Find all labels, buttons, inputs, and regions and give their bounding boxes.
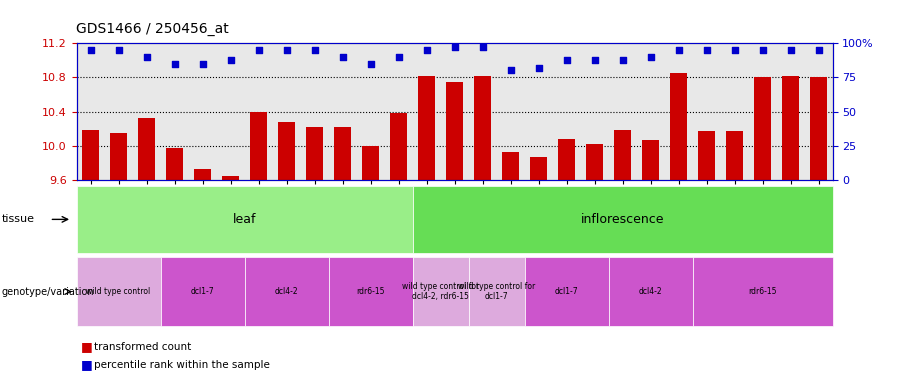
Point bbox=[588, 57, 602, 63]
Text: rdr6-15: rdr6-15 bbox=[356, 287, 385, 296]
Text: inflorescence: inflorescence bbox=[580, 213, 664, 226]
Point bbox=[223, 57, 238, 63]
Point bbox=[503, 68, 517, 74]
Text: wild type control for
dcl1-7: wild type control for dcl1-7 bbox=[458, 282, 536, 301]
Point bbox=[447, 44, 462, 50]
Text: tissue: tissue bbox=[2, 214, 35, 224]
Bar bbox=[502, 152, 519, 180]
Text: transformed count: transformed count bbox=[94, 342, 192, 352]
Point bbox=[531, 65, 545, 71]
Point bbox=[616, 57, 630, 63]
Bar bbox=[222, 176, 239, 180]
Bar bbox=[474, 76, 490, 180]
Point bbox=[112, 47, 126, 53]
Text: leaf: leaf bbox=[233, 213, 256, 226]
Bar bbox=[418, 76, 435, 180]
Bar bbox=[278, 122, 295, 180]
Text: GDS1466 / 250456_at: GDS1466 / 250456_at bbox=[76, 22, 230, 36]
Text: dcl4-2: dcl4-2 bbox=[274, 287, 298, 296]
Point bbox=[671, 47, 686, 53]
Text: dcl4-2: dcl4-2 bbox=[639, 287, 662, 296]
Point bbox=[755, 47, 770, 53]
Text: wild type control: wild type control bbox=[86, 287, 150, 296]
Bar bbox=[306, 127, 323, 180]
Bar bbox=[334, 127, 351, 180]
Point bbox=[140, 54, 154, 60]
Point bbox=[392, 54, 406, 60]
Text: rdr6-15: rdr6-15 bbox=[748, 287, 777, 296]
Point bbox=[699, 47, 714, 53]
Bar bbox=[446, 82, 463, 180]
Point bbox=[559, 57, 573, 63]
Point bbox=[336, 54, 350, 60]
Bar bbox=[390, 113, 407, 180]
Bar bbox=[250, 111, 267, 180]
Point bbox=[727, 47, 742, 53]
Text: dcl1-7: dcl1-7 bbox=[191, 287, 214, 296]
Point bbox=[419, 47, 434, 53]
Point bbox=[167, 61, 182, 67]
Bar bbox=[138, 117, 155, 180]
Bar bbox=[782, 76, 799, 180]
Bar bbox=[110, 133, 127, 180]
Bar bbox=[166, 148, 183, 180]
Point bbox=[364, 61, 378, 67]
Point bbox=[783, 47, 797, 53]
Bar bbox=[754, 77, 771, 180]
Bar bbox=[698, 131, 715, 180]
Text: ■: ■ bbox=[81, 340, 93, 353]
Bar bbox=[670, 73, 687, 180]
Bar bbox=[558, 139, 575, 180]
Point bbox=[811, 47, 825, 53]
Point bbox=[195, 61, 210, 67]
Point bbox=[84, 47, 98, 53]
Point bbox=[251, 47, 266, 53]
Bar bbox=[82, 130, 99, 180]
Bar bbox=[586, 144, 603, 180]
Text: wild type control for
dcl4-2, rdr6-15: wild type control for dcl4-2, rdr6-15 bbox=[402, 282, 479, 301]
Text: percentile rank within the sample: percentile rank within the sample bbox=[94, 360, 270, 369]
Bar bbox=[810, 77, 827, 180]
Bar bbox=[726, 131, 742, 180]
Text: ■: ■ bbox=[81, 358, 93, 371]
Bar bbox=[642, 140, 659, 180]
Bar bbox=[614, 129, 631, 180]
Bar bbox=[530, 157, 547, 180]
Text: dcl1-7: dcl1-7 bbox=[554, 287, 579, 296]
Bar bbox=[194, 169, 211, 180]
Point bbox=[307, 47, 321, 53]
Point bbox=[475, 44, 490, 50]
Point bbox=[644, 54, 658, 60]
Bar bbox=[362, 146, 379, 180]
Point bbox=[279, 47, 293, 53]
Text: genotype/variation: genotype/variation bbox=[2, 286, 94, 297]
